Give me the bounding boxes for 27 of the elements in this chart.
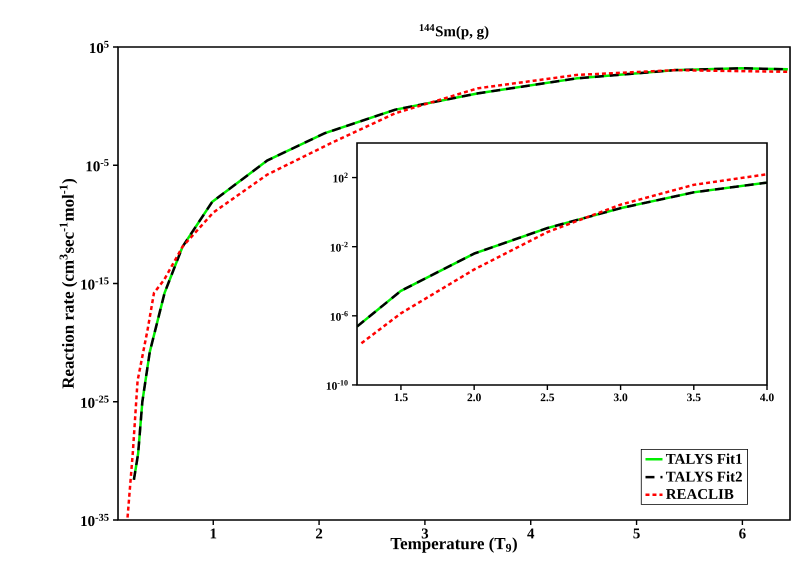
x-tick-label: 2.0 <box>467 394 481 402</box>
y-tick-label: 10$^{-35}$ <box>81 514 109 526</box>
x-tick-label: 4 <box>527 528 534 538</box>
x-tick-label: 2 <box>316 528 322 538</box>
x-axis-title: Temperature (T$_{9}$) <box>390 537 517 553</box>
y-tick-label: 10$^{5}$ <box>90 40 109 54</box>
x-tick-label: 6 <box>739 528 746 539</box>
x-tick-label: 3.5 <box>687 393 701 402</box>
x-tick-label: 4.0 <box>760 394 774 402</box>
y-tick-label: 10$^{2}$ <box>333 172 348 182</box>
x-tick-label: 3 <box>422 528 428 539</box>
x-tick-label: 2.5 <box>540 393 554 402</box>
y-tick-label: 10$^{-5}$ <box>86 159 109 172</box>
legend-label: TALYS Fit1 <box>666 453 742 464</box>
chart-title: $^{144}$Sm(p, g) <box>420 24 488 40</box>
y-tick-label: 10$^{-6}$ <box>330 310 348 321</box>
y-tick-label: 10$^{-15}$ <box>81 277 109 290</box>
legend-label: REACLIB <box>666 489 734 500</box>
y-axis-title: Reaction rate (cm$^{3}$sec$^{-1}$mol$^{-1}$) <box>60 178 78 388</box>
y-tick-label: 10$^{-2}$ <box>330 242 348 252</box>
x-tick-label: 1 <box>210 528 216 538</box>
legend-label: TALYS Fit2 <box>666 471 742 482</box>
y-tick-label: 10$^{-25}$ <box>81 396 109 408</box>
x-tick-label: 3.0 <box>614 394 628 402</box>
y-tick-label: 10$^{-10}$ <box>326 380 348 390</box>
x-tick-label: 5 <box>633 528 640 538</box>
x-tick-label: 1.5 <box>394 393 408 402</box>
